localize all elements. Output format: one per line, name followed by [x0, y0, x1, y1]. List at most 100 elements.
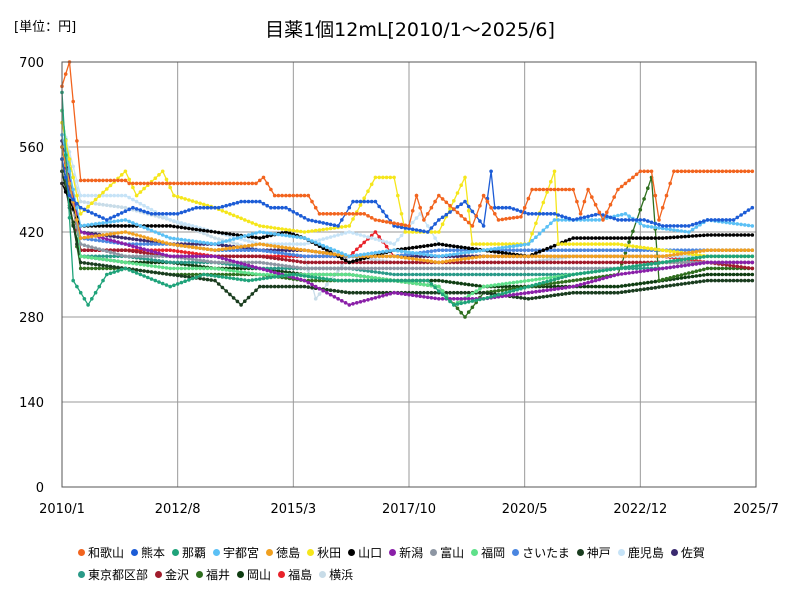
data-point	[105, 254, 109, 259]
data-point	[224, 231, 228, 236]
data-point	[410, 209, 415, 213]
data-point	[731, 169, 736, 174]
data-point	[455, 210, 460, 215]
data-point	[593, 254, 598, 259]
legend-label: 和歌山	[88, 546, 125, 560]
data-point	[739, 265, 743, 269]
data-point	[466, 294, 471, 298]
data-point	[160, 224, 165, 228]
data-point	[313, 219, 318, 224]
data-point	[642, 281, 646, 285]
data-point	[575, 254, 579, 259]
data-point	[743, 278, 747, 283]
data-point	[410, 281, 415, 285]
data-point	[534, 277, 538, 282]
data-point	[642, 269, 646, 273]
data-point	[534, 266, 538, 271]
data-point	[306, 266, 311, 271]
data-point	[672, 235, 676, 240]
data-point	[504, 266, 508, 271]
data-point	[698, 261, 702, 266]
data-point	[493, 289, 497, 294]
data-point	[552, 218, 557, 222]
data-point	[690, 227, 695, 232]
data-point	[194, 264, 199, 268]
data-point	[690, 234, 695, 238]
data-point	[515, 243, 519, 248]
data-point	[131, 232, 135, 236]
data-point	[634, 266, 639, 271]
data-point	[108, 238, 113, 242]
data-point	[459, 183, 464, 187]
data-point	[280, 263, 284, 268]
data-point	[105, 266, 109, 271]
legend-label: 熊本	[141, 546, 166, 560]
data-point	[511, 266, 516, 271]
data-point	[149, 239, 154, 244]
data-point	[261, 284, 266, 289]
data-point	[623, 254, 628, 259]
data-point	[362, 234, 367, 238]
data-point	[504, 251, 508, 255]
data-point	[612, 267, 616, 271]
data-point	[291, 284, 296, 289]
data-point	[601, 260, 605, 265]
data-point	[672, 224, 676, 228]
data-point	[384, 244, 389, 249]
data-point	[216, 260, 221, 265]
data-point	[720, 278, 725, 283]
data-point	[545, 225, 549, 229]
legend-item: 福岡	[471, 542, 505, 564]
data-point	[351, 212, 355, 216]
data-point	[743, 210, 747, 215]
data-point	[134, 242, 139, 246]
data-point	[340, 263, 344, 268]
data-point	[474, 214, 479, 218]
data-point	[563, 291, 568, 296]
data-point	[310, 249, 314, 253]
data-point	[582, 218, 587, 222]
legend-item: 那覇	[172, 542, 206, 564]
data-point	[649, 286, 654, 291]
data-point	[86, 232, 90, 236]
data-point	[746, 169, 751, 174]
data-point	[235, 233, 240, 237]
data-point	[280, 242, 284, 246]
data-point	[575, 266, 579, 271]
data-point	[90, 255, 94, 260]
data-point	[198, 201, 202, 206]
data-point	[157, 248, 161, 252]
data-point	[690, 262, 695, 267]
data-point	[82, 223, 87, 228]
x-tick-label: 2025/7	[733, 502, 779, 517]
data-point	[627, 289, 631, 294]
data-point	[313, 284, 318, 289]
data-point	[511, 272, 516, 277]
data-point	[258, 284, 262, 289]
data-point	[194, 181, 199, 186]
data-point	[213, 236, 217, 240]
data-point	[541, 266, 546, 271]
data-point	[134, 199, 139, 204]
data-point	[146, 251, 150, 255]
data-point	[549, 284, 553, 289]
data-point	[276, 226, 281, 231]
data-point	[549, 187, 553, 192]
data-point	[209, 229, 213, 234]
data-point	[478, 287, 482, 291]
data-point	[616, 266, 620, 271]
data-point	[541, 228, 546, 233]
data-point	[407, 266, 411, 271]
data-point	[724, 254, 728, 259]
data-point	[231, 254, 236, 259]
data-point	[392, 290, 396, 295]
data-point	[709, 218, 713, 222]
data-point	[97, 178, 102, 183]
data-point	[485, 260, 490, 265]
data-point	[425, 243, 430, 248]
data-point	[269, 205, 273, 210]
data-point	[556, 266, 560, 271]
data-point	[190, 266, 195, 271]
data-point	[631, 254, 635, 259]
data-point	[399, 266, 404, 271]
